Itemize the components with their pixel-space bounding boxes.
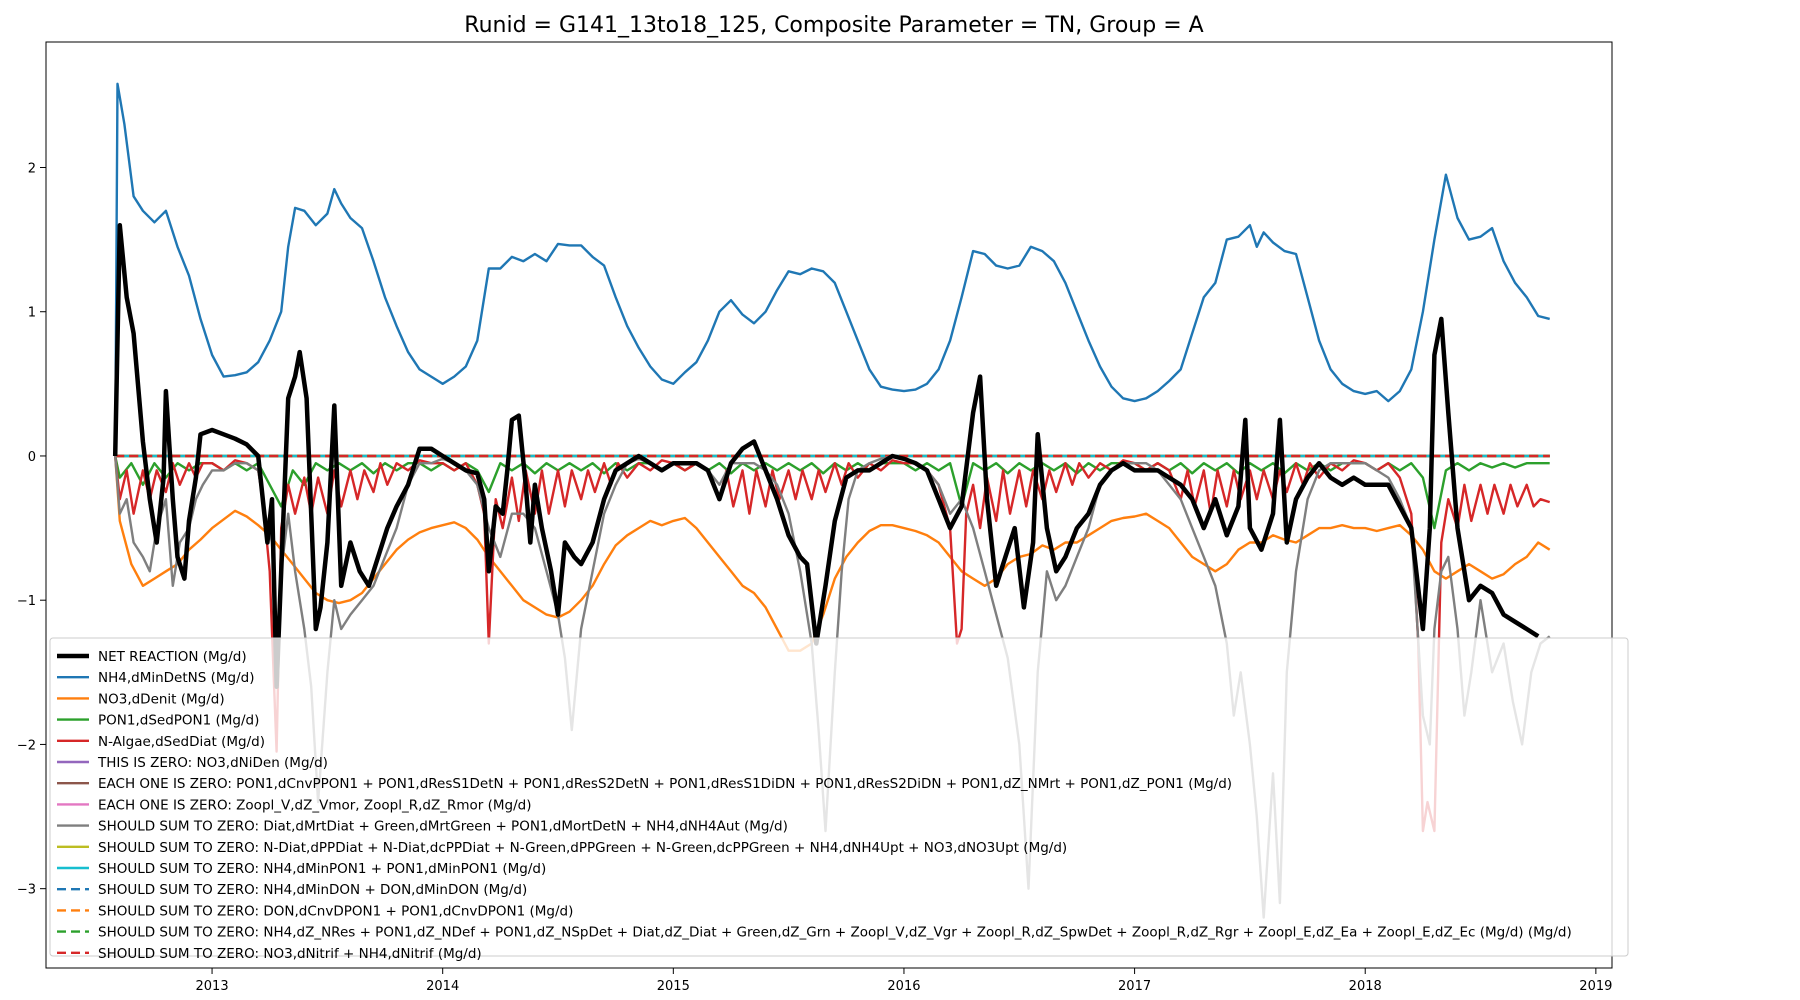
legend-label: PON1,dSedPON1 (Mg/d) [98,713,259,729]
chart-title: Runid = G141_13to18_125, Composite Param… [464,13,1203,38]
y-tick-label: 1 [28,306,36,321]
y-axis: −3 −2 −1 0 1 2 [17,161,46,898]
legend-label: SHOULD SUM TO ZERO: NH4,dZ_NRes + PON1,d… [98,925,1572,941]
x-axis: 2013 2014 2015 2016 2017 2018 2019 [196,968,1612,994]
y-tick-label: 2 [28,161,36,176]
series-line-1 [114,82,1550,457]
x-tick-label: 2015 [657,979,690,994]
series-line-2 [114,455,1551,652]
legend-label: SHOULD SUM TO ZERO: N-Diat,dPPDiat + N-D… [98,840,1067,856]
legend-label: THIS IS ZERO: NO3,dNiDen (Mg/d) [97,755,328,771]
y-tick-label: 0 [28,450,36,465]
legend-label: N-Algae,dSedDiat (Mg/d) [98,734,265,750]
x-tick-label: 2013 [196,979,229,994]
y-tick-label: −1 [17,594,36,609]
y-tick-label: −2 [17,738,36,753]
legend-label: EACH ONE IS ZERO: Zoopl_V,dZ_Vmor, Zoopl… [98,797,531,813]
plot-frame [45,41,1613,969]
legend-label: SHOULD SUM TO ZERO: Diat,dMrtDiat + Gree… [98,819,788,835]
series-line-0 [112,222,1540,689]
legend-label: SHOULD SUM TO ZERO: NH4,dMinDON + DON,dM… [98,882,527,898]
x-tick-label: 2019 [1579,979,1612,994]
legend-label: SHOULD SUM TO ZERO: NO3,dNitrif + NH4,dN… [98,946,482,962]
x-tick-label: 2014 [426,979,459,994]
y-tick-label: −3 [17,883,36,898]
x-tick-label: 2016 [887,979,920,994]
legend-label: NH4,dMinDetNS (Mg/d) [98,670,254,686]
legend: NET REACTION (Mg/d) NH4,dMinDetNS (Mg/d) N… [49,637,1629,962]
legend-label: SHOULD SUM TO ZERO: NH4,dMinPON1 + PON1,… [98,861,546,877]
legend-label: EACH ONE IS ZERO: PON1,dCnvPPON1 + PON1,… [98,776,1232,792]
x-tick-label: 2017 [1118,979,1151,994]
legend-label: SHOULD SUM TO ZERO: DON,dCnvDPON1 + PON1… [98,903,573,919]
legend-box [49,637,1629,957]
x-tick-label: 2018 [1349,979,1382,994]
legend-label: NO3,dDenit (Mg/d) [98,691,225,707]
series-line-3 [114,455,1550,530]
legend-label: NET REACTION (Mg/d) [98,649,247,665]
